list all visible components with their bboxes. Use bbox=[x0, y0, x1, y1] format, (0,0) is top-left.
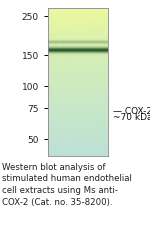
Text: Western blot analysis of
stimulated human endothelial
cell extracts using Ms ant: Western blot analysis of stimulated huma… bbox=[2, 163, 131, 207]
Text: — COX-2: — COX-2 bbox=[113, 107, 150, 116]
Text: ~70 kDa: ~70 kDa bbox=[113, 113, 150, 122]
